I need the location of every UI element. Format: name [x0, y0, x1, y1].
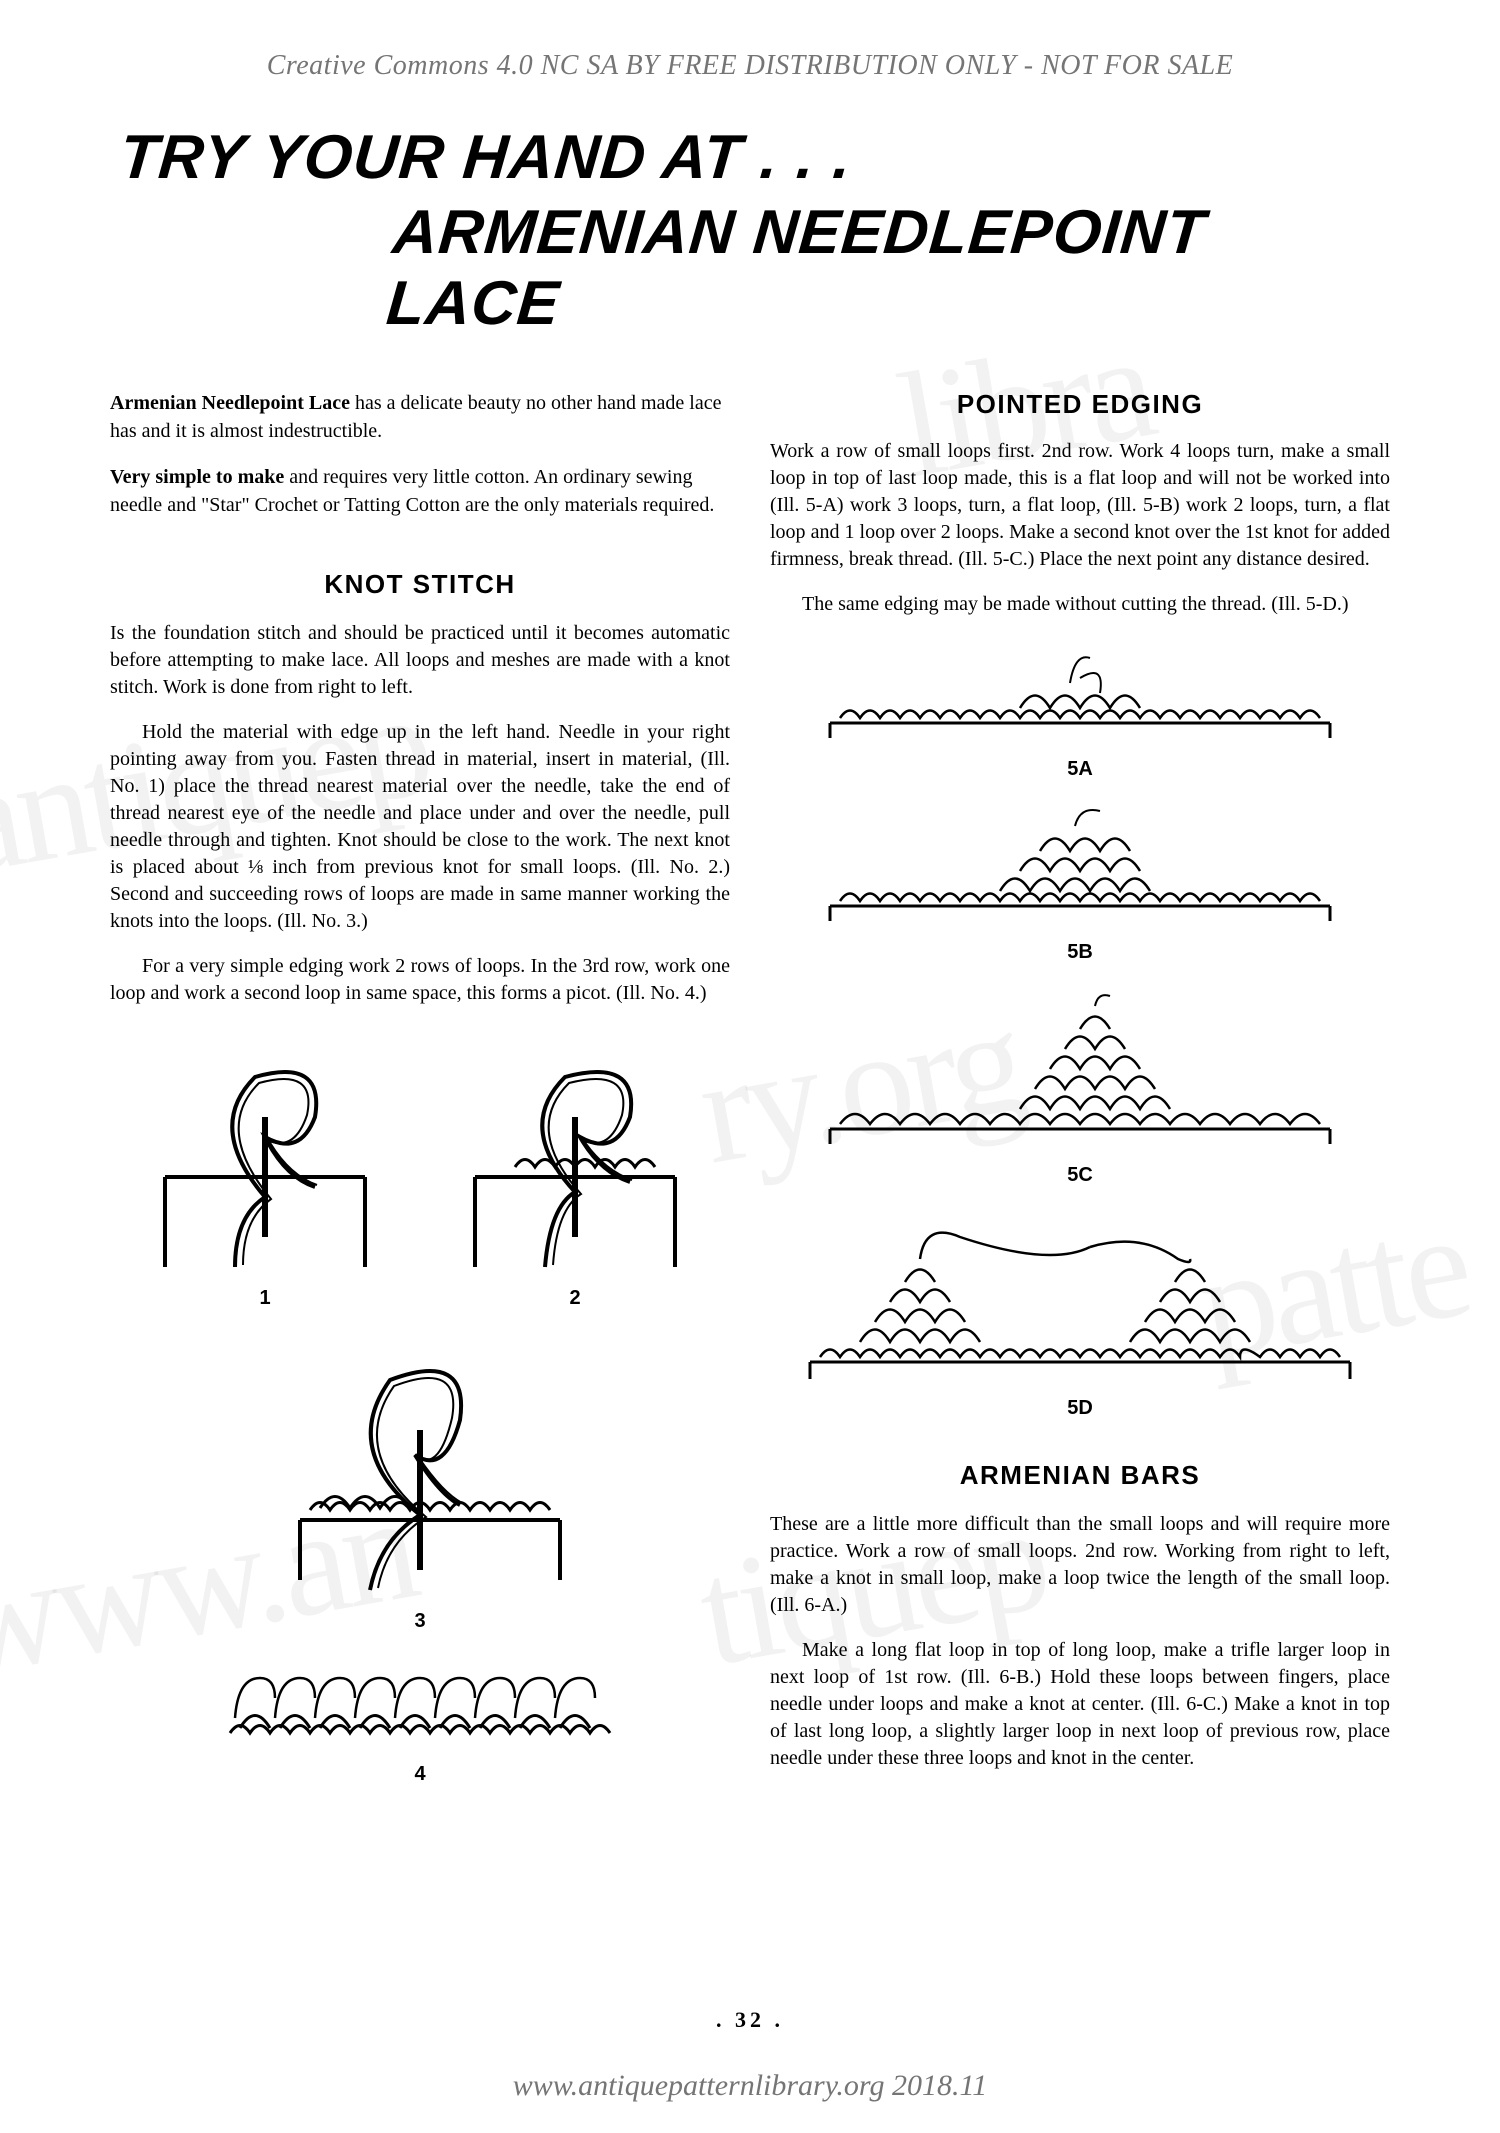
- page-title-line2: ARMENIAN NEEDLEPOINT LACE: [384, 197, 1396, 339]
- illustration-block-right: 5A 5B: [770, 648, 1390, 1420]
- lace-pattern-icon: [220, 1663, 620, 1753]
- intro-paragraph-1: Armenian Needlepoint Lace has a delicate…: [110, 389, 730, 445]
- knot-para-1: Is the foundation stitch and should be p…: [110, 620, 730, 701]
- knot-diagram-icon: [455, 1037, 695, 1277]
- edging-diagram-icon: [820, 984, 1340, 1154]
- illustration-5a: 5A: [770, 648, 1390, 781]
- illustration-5c: 5C: [770, 984, 1390, 1187]
- illustration-1: 1: [145, 1037, 385, 1310]
- bars-para-1: These are a little more difficult than t…: [770, 1511, 1390, 1619]
- bars-para-2: Make a long flat loop in top of long loo…: [770, 1637, 1390, 1772]
- footer-url: www.antiquepatternlibrary.org 2018.11: [513, 2069, 987, 2103]
- illustration-label: 5D: [1067, 1397, 1093, 1420]
- illustration-label: 4: [414, 1763, 425, 1786]
- intro-bold: Very simple to make: [110, 466, 284, 488]
- heading-pointed-edging: POINTED EDGING: [770, 389, 1390, 420]
- edging-diagram-icon: [800, 1207, 1360, 1387]
- left-column: Armenian Needlepoint Lace has a delicate…: [110, 389, 730, 1816]
- illustration-label: 3: [414, 1610, 425, 1633]
- knot-diagram-icon: [145, 1037, 385, 1277]
- illustration-5b: 5B: [770, 801, 1390, 964]
- right-column: POINTED EDGING Work a row of small loops…: [770, 389, 1390, 1816]
- pointed-para-2: The same edging may be made without cutt…: [770, 591, 1390, 618]
- page-number: . 32 .: [716, 2007, 784, 2033]
- illustration-label: 5B: [1067, 941, 1093, 964]
- pointed-para-1: Work a row of small loops first. 2nd row…: [770, 438, 1390, 573]
- intro-paragraph-2: Very simple to make and requires very li…: [110, 463, 730, 519]
- two-column-layout: Armenian Needlepoint Lace has a delicate…: [110, 389, 1390, 1816]
- knot-para-3: For a very simple edging work 2 rows of …: [110, 953, 730, 1007]
- knot-diagram-icon: [260, 1340, 580, 1600]
- edging-diagram-icon: [820, 801, 1340, 931]
- illustration-block-left: 1 2: [110, 1037, 730, 1786]
- heading-knot-stitch: KNOT STITCH: [110, 569, 730, 600]
- license-header: Creative Commons 4.0 NC SA BY FREE DISTR…: [110, 50, 1390, 82]
- illustration-3: 3: [260, 1340, 580, 1633]
- illustration-label: 5C: [1067, 1164, 1093, 1187]
- page-title-line1: TRY YOUR HAND AT . . .: [117, 122, 1393, 193]
- illustration-label: 2: [569, 1287, 580, 1310]
- illustration-label: 5A: [1067, 758, 1093, 781]
- illustration-4: 4: [220, 1663, 620, 1786]
- intro-bold: Armenian Needlepoint Lace: [110, 392, 350, 414]
- edging-diagram-icon: [820, 648, 1340, 748]
- illustration-label: 1: [259, 1287, 270, 1310]
- knot-para-2: Hold the material with edge up in the le…: [110, 719, 730, 935]
- illustration-2: 2: [455, 1037, 695, 1310]
- heading-armenian-bars: ARMENIAN BARS: [770, 1460, 1390, 1491]
- illustration-5d: 5D: [770, 1207, 1390, 1420]
